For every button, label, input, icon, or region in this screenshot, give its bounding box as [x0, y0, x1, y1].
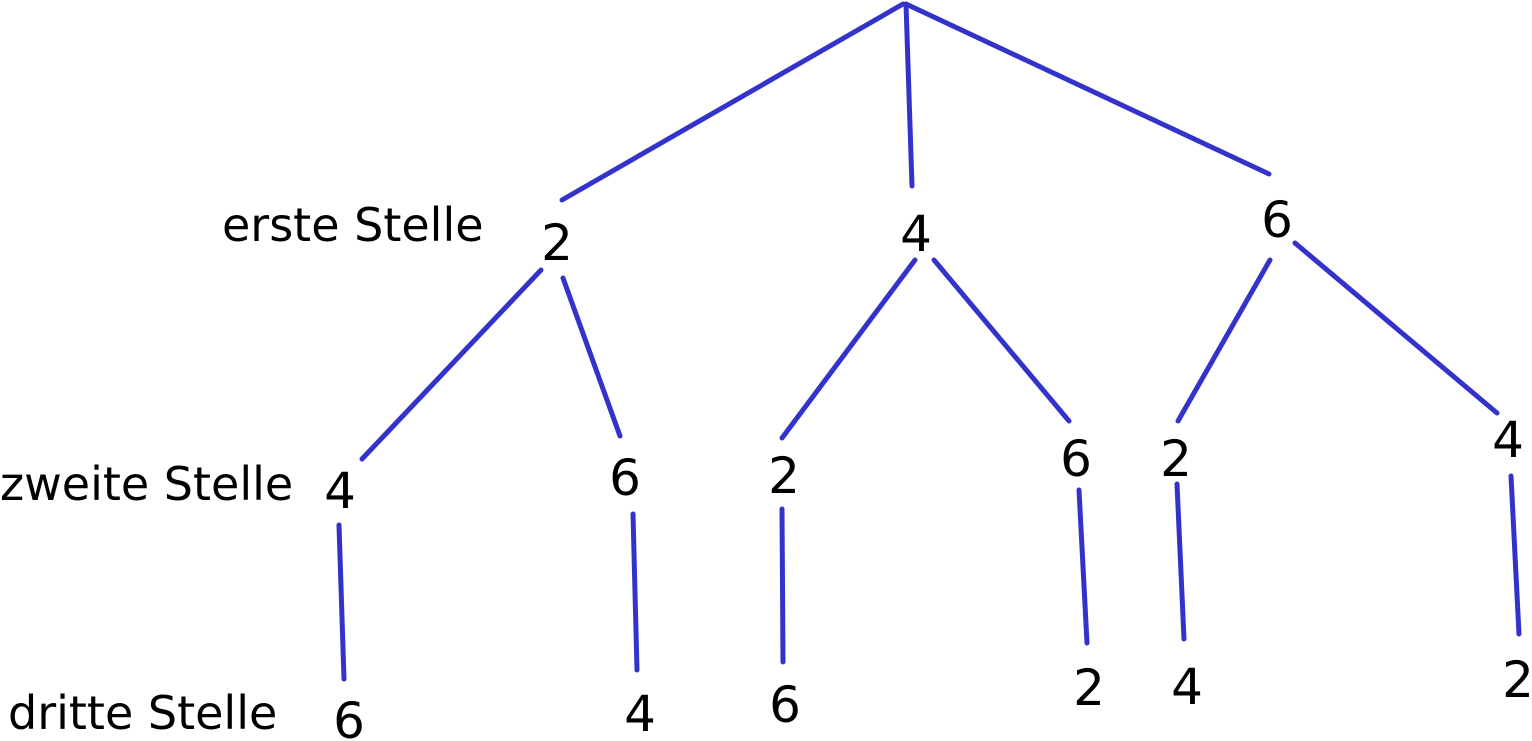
- edge-4-2: [779, 257, 918, 441]
- edge-root-4: [903, 1, 915, 189]
- edge-root-2: [559, 1, 906, 203]
- level-label-second: zweite Stelle: [0, 457, 293, 511]
- node-second-6: 6: [609, 449, 641, 507]
- edge-4-2-leaf: [1508, 473, 1522, 637]
- node-third-6: 6: [769, 676, 801, 734]
- edge-2-4-leaf: [1174, 481, 1187, 642]
- node-second-4: 4: [324, 462, 356, 520]
- node-first-2: 2: [541, 214, 573, 272]
- node-second-6: 6: [1060, 430, 1092, 488]
- node-third-4: 4: [1171, 658, 1203, 716]
- edge-6-4: [1292, 240, 1500, 416]
- node-second-4: 4: [1492, 411, 1524, 469]
- level-label-third: dritte Stelle: [8, 686, 277, 740]
- node-third-6: 6: [333, 692, 365, 741]
- node-third-2: 2: [1502, 651, 1532, 709]
- level-label-first: erste Stelle: [222, 198, 484, 252]
- node-third-4: 4: [624, 685, 656, 741]
- node-second-2: 2: [1160, 430, 1192, 488]
- edge-root-6: [903, 1, 1272, 177]
- edge-6-4-leaf: [630, 511, 640, 673]
- edge-2-6-leaf: [779, 506, 786, 665]
- edge-4-6: [931, 257, 1072, 424]
- edge-2-6: [560, 275, 623, 439]
- edge-2-4: [359, 267, 544, 462]
- edge-6-2: [1175, 257, 1273, 424]
- node-second-2: 2: [768, 447, 800, 505]
- edge-6-2-leaf: [1076, 487, 1090, 646]
- node-first-4: 4: [900, 205, 932, 263]
- node-first-6: 6: [1261, 191, 1293, 249]
- node-third-2: 2: [1073, 659, 1105, 717]
- edge-4-6-leaf: [336, 522, 347, 682]
